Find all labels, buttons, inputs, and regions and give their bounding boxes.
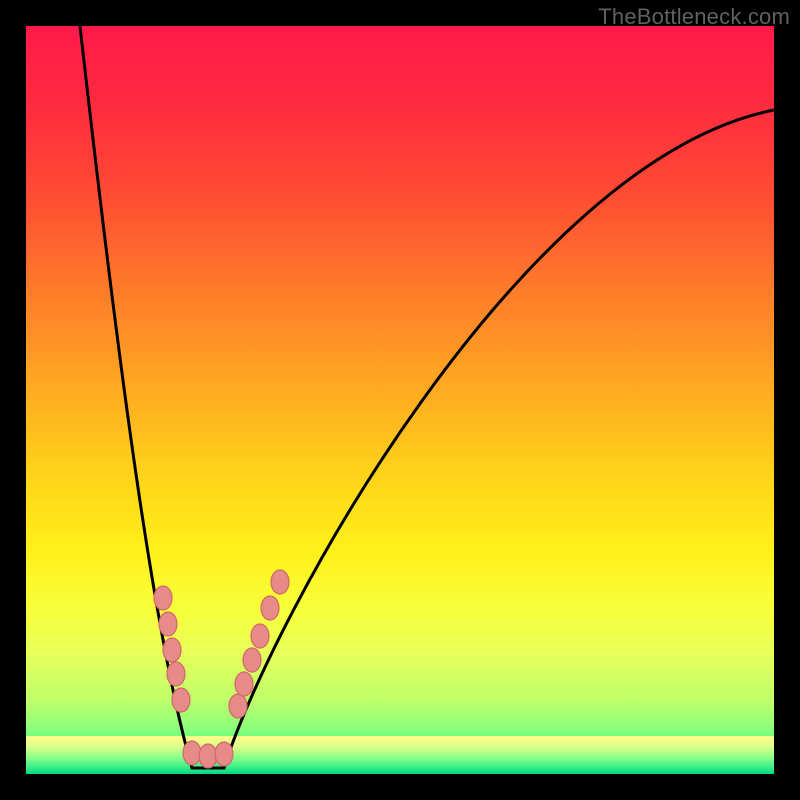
- marker-point: [271, 570, 289, 594]
- marker-point: [235, 672, 253, 696]
- marker-point: [159, 612, 177, 636]
- marker-point: [154, 586, 172, 610]
- marker-point: [183, 741, 201, 765]
- marker-point: [261, 596, 279, 620]
- chart-bottom-band: [26, 736, 774, 774]
- watermark-text: TheBottleneck.com: [598, 4, 790, 30]
- chart-svg: [0, 0, 800, 800]
- marker-point: [243, 648, 261, 672]
- marker-point: [163, 638, 181, 662]
- marker-point: [172, 688, 190, 712]
- chart-background: [26, 26, 774, 774]
- marker-point: [167, 662, 185, 686]
- marker-point: [215, 742, 233, 766]
- marker-point: [229, 694, 247, 718]
- marker-point: [199, 744, 217, 768]
- marker-point: [251, 624, 269, 648]
- chart-container: TheBottleneck.com: [0, 0, 800, 800]
